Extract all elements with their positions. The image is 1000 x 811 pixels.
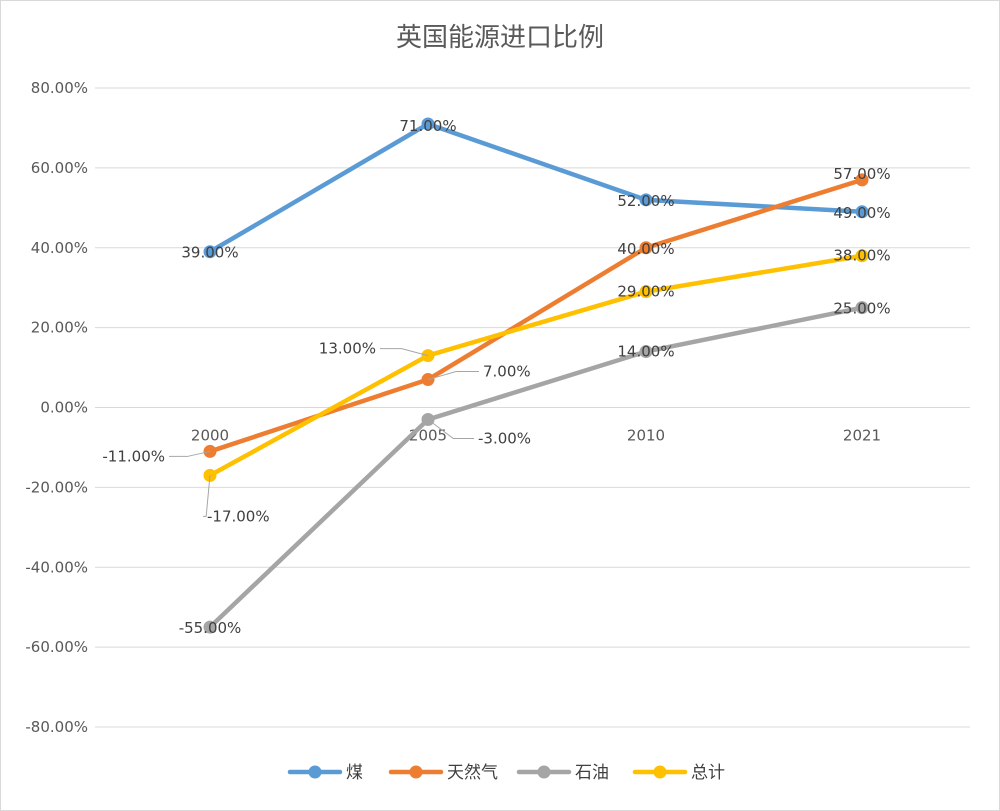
y-tick-label: 80.00% bbox=[31, 79, 88, 97]
data-label: 39.00% bbox=[181, 244, 238, 262]
series-line-3 bbox=[207, 253, 865, 478]
data-label: 14.00% bbox=[617, 343, 674, 361]
x-tick-label: 2010 bbox=[627, 427, 665, 445]
x-tick-label: 2021 bbox=[843, 427, 881, 445]
data-point bbox=[855, 205, 869, 219]
data-point bbox=[855, 249, 869, 263]
y-tick-label: -60.00% bbox=[25, 638, 88, 656]
data-point bbox=[639, 345, 653, 359]
data-label: 25.00% bbox=[833, 300, 890, 318]
y-axis-ticks: 80.00% 60.00% 40.00% 20.00% 0.00% -20.00% -40.… bbox=[25, 79, 88, 736]
data-point bbox=[639, 193, 653, 207]
y-tick-label: -80.00% bbox=[25, 718, 88, 736]
data-point bbox=[855, 301, 869, 315]
leader-lines bbox=[169, 348, 479, 517]
legend-entry: 天然气 bbox=[447, 763, 498, 783]
series-line-0 bbox=[207, 121, 865, 254]
data-label: 57.00% bbox=[833, 165, 890, 183]
data-label: 38.00% bbox=[833, 247, 890, 265]
y-tick-label: -40.00% bbox=[25, 558, 88, 576]
data-point bbox=[421, 117, 435, 131]
legend-entry: 石油 bbox=[575, 763, 609, 783]
data-labels: 39.00% 71.00% 52.00% 49.00% -11.00% 7.00% 40.0… bbox=[102, 117, 890, 637]
data-label: -11.00% bbox=[102, 447, 165, 465]
legend-marker-icon bbox=[653, 765, 667, 779]
legend-entry: 煤 bbox=[346, 763, 363, 783]
data-label: 13.00% bbox=[319, 340, 376, 358]
legend-entry: 总计 bbox=[691, 763, 725, 783]
data-label: 7.00% bbox=[483, 363, 531, 381]
legend-marker-icon bbox=[308, 765, 322, 779]
data-label: 40.00% bbox=[617, 240, 674, 258]
data-label: 29.00% bbox=[617, 283, 674, 301]
series-group bbox=[203, 117, 869, 634]
y-tick-label: 0.00% bbox=[40, 399, 88, 417]
data-label: -55.00% bbox=[179, 619, 242, 637]
data-label: -3.00% bbox=[478, 429, 531, 447]
leader-line bbox=[169, 450, 211, 457]
x-tick-label: 2000 bbox=[191, 427, 229, 445]
data-point bbox=[203, 620, 217, 634]
data-label: -17.00% bbox=[207, 507, 270, 525]
legend-marker-icon bbox=[409, 765, 423, 779]
series-line-1 bbox=[207, 177, 865, 454]
y-tick-label: 60.00% bbox=[31, 159, 88, 177]
y-tick-label: 40.00% bbox=[31, 239, 88, 257]
series-line-2 bbox=[207, 305, 865, 630]
data-point bbox=[639, 285, 653, 299]
data-label: 49.00% bbox=[833, 204, 890, 222]
y-tick-label: 20.00% bbox=[31, 319, 88, 337]
legend-marker-icon bbox=[537, 765, 551, 779]
leader-line bbox=[380, 348, 429, 357]
data-point bbox=[203, 245, 217, 259]
chart-title: 英国能源进口比例 bbox=[396, 23, 604, 53]
data-label: 71.00% bbox=[399, 117, 456, 135]
y-tick-label: -20.00% bbox=[25, 478, 88, 496]
leader-line bbox=[427, 419, 474, 439]
legend: 煤 天然气 石油 总计 bbox=[287, 763, 725, 783]
leader-line bbox=[203, 475, 211, 517]
data-point bbox=[639, 241, 653, 255]
grid bbox=[95, 87, 970, 728]
leader-line bbox=[427, 371, 479, 381]
data-point bbox=[855, 173, 869, 187]
data-label: 52.00% bbox=[617, 192, 674, 210]
